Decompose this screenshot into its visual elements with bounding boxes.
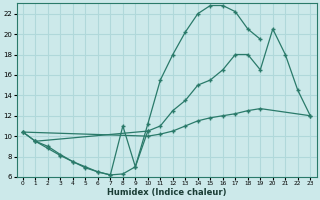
X-axis label: Humidex (Indice chaleur): Humidex (Indice chaleur) bbox=[107, 188, 226, 197]
